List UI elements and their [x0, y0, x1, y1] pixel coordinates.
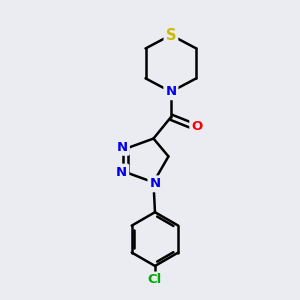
Text: N: N [149, 177, 161, 190]
Text: N: N [117, 141, 128, 154]
Text: Cl: Cl [148, 274, 162, 286]
Text: O: O [191, 120, 203, 133]
Text: N: N [165, 85, 176, 98]
Text: S: S [166, 28, 176, 43]
Text: N: N [116, 166, 127, 178]
